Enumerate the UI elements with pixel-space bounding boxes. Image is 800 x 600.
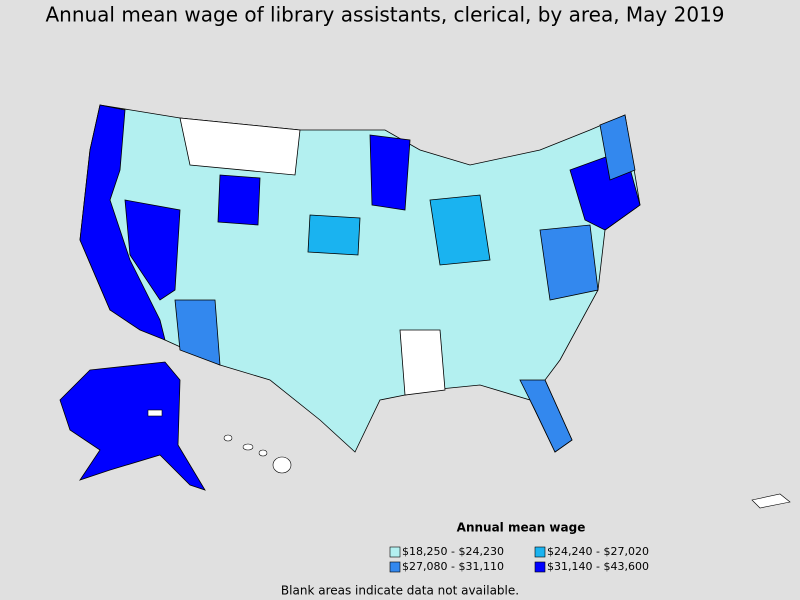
maine bbox=[599, 114, 636, 181]
colorado bbox=[307, 214, 361, 256]
mid-atlantic bbox=[539, 224, 599, 301]
legend-label: $18,250 - $24,230 bbox=[402, 545, 504, 558]
puerto-rico bbox=[751, 493, 791, 509]
arizona bbox=[174, 299, 221, 366]
midwest bbox=[429, 194, 491, 266]
nevada bbox=[124, 199, 181, 301]
us-map bbox=[79, 104, 641, 453]
legend-swatch bbox=[389, 561, 401, 573]
florida bbox=[519, 379, 573, 453]
legend-label: $27,080 - $31,110 bbox=[402, 560, 504, 573]
wyoming bbox=[217, 174, 261, 226]
map-title: Annual mean wage of library assistants, … bbox=[45, 3, 724, 27]
island bbox=[242, 443, 254, 451]
legend-swatch bbox=[389, 546, 401, 558]
no-data-montana bbox=[179, 117, 301, 176]
legend-swatch bbox=[534, 561, 546, 573]
island bbox=[223, 434, 233, 442]
legend-title: Annual mean wage bbox=[457, 521, 586, 535]
island bbox=[272, 456, 292, 474]
minnesota bbox=[369, 134, 411, 211]
footnote: Blank areas indicate data not available. bbox=[281, 584, 519, 598]
legend: Annual mean wage $18,250 - $24,230 $24,24… bbox=[389, 521, 649, 573]
alaska-shape bbox=[59, 361, 206, 491]
alaska bbox=[59, 361, 206, 491]
no-data-alaska bbox=[147, 409, 163, 417]
hawaii bbox=[223, 434, 292, 474]
legend-label: $31,140 - $43,600 bbox=[547, 560, 649, 573]
legend-swatch bbox=[534, 546, 546, 558]
legend-label: $24,240 - $27,020 bbox=[547, 545, 649, 558]
island bbox=[258, 449, 268, 457]
west-coast bbox=[79, 104, 166, 341]
no-data-south bbox=[399, 329, 446, 396]
